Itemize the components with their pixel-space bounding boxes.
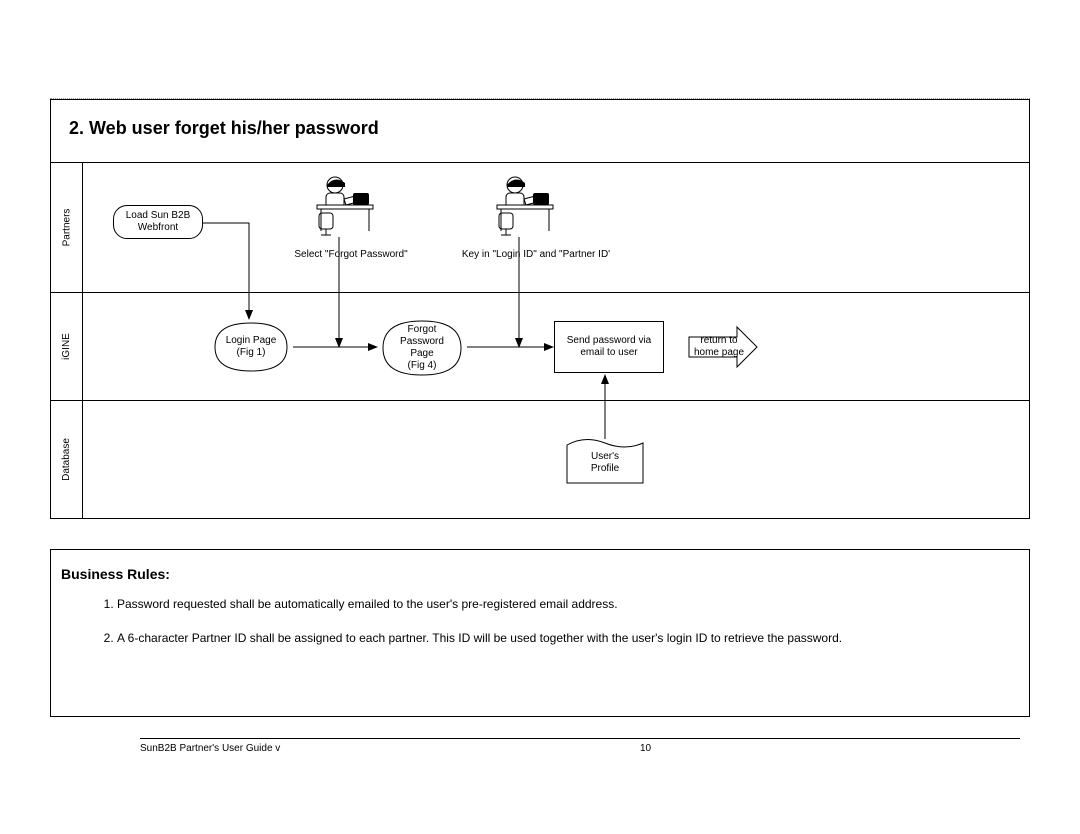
swimlane-diagram: 2. Web user forget his/her password Part… bbox=[50, 99, 1030, 519]
node-load-webfront: Load Sun B2B Webfront bbox=[113, 205, 203, 239]
lane-label-igine: iGINE bbox=[51, 293, 83, 400]
label-select-forgot: Select "Forgot Password" bbox=[266, 249, 436, 260]
document-page: 2. Web user forget his/her password Part… bbox=[50, 98, 1030, 717]
node-forgot-page: Forgot Password Page (Fig 4) bbox=[377, 319, 467, 377]
lane-label-database: Database bbox=[51, 401, 83, 518]
page-footer: SunB2B Partner's User Guide v 10 bbox=[140, 738, 1020, 754]
text: Send password via bbox=[567, 335, 652, 348]
node-login-page: Login Page (Fig 1) bbox=[209, 321, 293, 373]
node-send-email: Send password via email to user bbox=[554, 321, 664, 373]
text: return to bbox=[700, 335, 737, 347]
person-at-desk-icon bbox=[479, 175, 559, 237]
text: Profile bbox=[591, 463, 619, 475]
text: Forgot bbox=[408, 324, 437, 336]
lane-label-text: Partners bbox=[61, 209, 72, 247]
lane-database: Database User's Profile bbox=[51, 401, 1029, 519]
node-users-profile: User's Profile bbox=[565, 437, 645, 485]
rule-item: A 6-character Partner ID shall be assign… bbox=[117, 630, 1019, 646]
lane-label-text: iGINE bbox=[61, 333, 72, 360]
rule-item: Password requested shall be automaticall… bbox=[117, 596, 1019, 612]
footer-page-number: 10 bbox=[640, 743, 651, 754]
lane-label-text: Database bbox=[61, 438, 72, 481]
text: home page bbox=[694, 347, 744, 359]
rules-title: Business Rules: bbox=[61, 566, 1019, 582]
text: Password bbox=[400, 336, 444, 348]
text: Webfront bbox=[138, 222, 178, 235]
text: (Fig 4) bbox=[408, 360, 437, 372]
section-title: 2. Web user forget his/her password bbox=[51, 100, 1029, 147]
swimlane-container: Partners Load Sun B2B Webfront bbox=[51, 162, 1029, 518]
footer-left: SunB2B Partner's User Guide v bbox=[140, 743, 280, 754]
rules-list: Password requested shall be automaticall… bbox=[61, 596, 1019, 646]
text: Load Sun B2B bbox=[126, 210, 191, 223]
lane-partners: Partners Load Sun B2B Webfront bbox=[51, 163, 1029, 293]
label-keyin: Key in "Login ID" and "Partner ID' bbox=[441, 249, 631, 260]
business-rules-box: Business Rules: Password requested shall… bbox=[50, 549, 1030, 717]
person-at-desk-icon bbox=[299, 175, 379, 237]
lane-igine: iGINE Login Page (Fig 1) Forgot Password bbox=[51, 293, 1029, 401]
text: User's bbox=[591, 451, 619, 463]
text: (Fig 1) bbox=[237, 347, 266, 359]
node-return-home: return to home page bbox=[687, 325, 759, 369]
text: Login Page bbox=[226, 335, 277, 347]
text: email to user bbox=[580, 347, 637, 360]
text: Page bbox=[410, 348, 433, 360]
lane-label-partners: Partners bbox=[51, 163, 83, 292]
